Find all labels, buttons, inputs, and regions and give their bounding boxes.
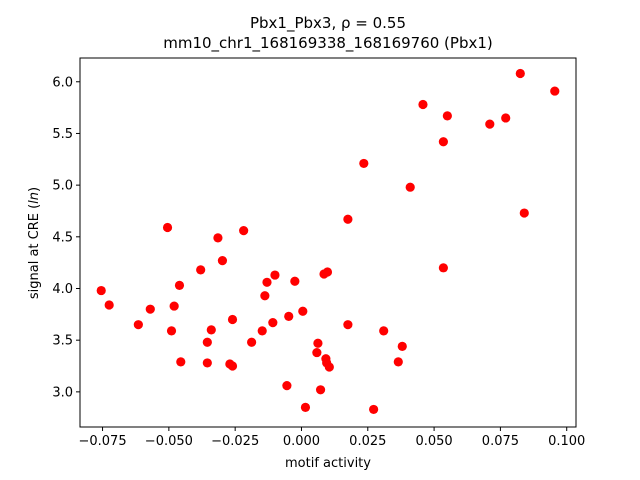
data-point xyxy=(324,362,334,372)
data-point xyxy=(145,304,155,314)
data-point xyxy=(313,338,323,348)
x-tick-label: −0.025 xyxy=(211,434,259,449)
data-points xyxy=(96,68,560,415)
data-point xyxy=(343,214,353,224)
axes: −0.075 −0.050 −0.025 0.000 0.025 0.050 0.075 0.… xyxy=(52,57,585,449)
data-point xyxy=(418,99,428,110)
data-point xyxy=(515,68,525,79)
data-point xyxy=(393,357,403,367)
x-tick-label: 0.075 xyxy=(482,434,519,449)
data-point xyxy=(202,358,212,368)
x-axis-label: motif activity xyxy=(285,456,371,471)
data-point xyxy=(260,291,270,301)
chart-title-line1: Pbx1_Pbx3, ρ = 0.55 xyxy=(250,14,406,33)
data-point xyxy=(322,267,333,277)
data-point xyxy=(268,318,278,328)
data-point xyxy=(442,111,452,121)
y-tick-label: 5.0 xyxy=(52,179,73,194)
data-point xyxy=(485,119,495,129)
data-point xyxy=(239,226,249,236)
data-point xyxy=(166,326,177,336)
data-point xyxy=(312,347,322,358)
data-point xyxy=(405,182,415,192)
data-point xyxy=(379,326,389,336)
data-point xyxy=(169,301,179,311)
data-point xyxy=(519,208,529,218)
data-point xyxy=(96,285,106,296)
data-point xyxy=(202,337,212,347)
data-point xyxy=(257,326,267,336)
data-point xyxy=(206,325,216,335)
data-point xyxy=(262,277,272,287)
data-point xyxy=(298,306,308,316)
data-point xyxy=(315,385,326,395)
data-point xyxy=(196,265,206,275)
data-point xyxy=(438,137,448,147)
y-axis-label: signal at CRE (ln) xyxy=(27,187,42,299)
data-point xyxy=(343,320,353,330)
plot-frame xyxy=(79,57,577,428)
y-tick-label: 3.0 xyxy=(52,385,73,400)
data-point xyxy=(438,263,448,273)
y-tick-label: 4.0 xyxy=(52,282,73,297)
data-point xyxy=(174,280,185,290)
x-tick-label: 0.000 xyxy=(283,434,320,449)
data-point xyxy=(162,222,173,233)
data-point xyxy=(270,270,280,280)
data-point xyxy=(227,361,238,371)
data-point xyxy=(247,337,257,347)
data-point xyxy=(282,381,292,391)
chart-title-line2: mm10_chr1_168169338_168169760 (Pbx1) xyxy=(163,34,493,53)
data-point xyxy=(284,311,294,321)
data-point xyxy=(359,158,369,169)
data-point xyxy=(290,276,300,286)
y-tick-label: 3.5 xyxy=(52,334,73,349)
x-tick-label: −0.075 xyxy=(78,434,126,449)
data-point xyxy=(213,233,223,243)
data-point xyxy=(550,86,560,96)
data-point xyxy=(501,113,511,123)
data-point xyxy=(369,404,379,415)
data-point xyxy=(104,300,114,310)
y-tick-label: 6.0 xyxy=(52,75,73,90)
x-tick-label: 0.025 xyxy=(349,434,386,449)
data-point xyxy=(300,402,311,412)
data-point xyxy=(217,255,228,266)
data-point xyxy=(176,357,186,367)
data-point xyxy=(397,341,407,351)
data-point xyxy=(133,320,143,330)
x-tick-label: 0.100 xyxy=(548,434,585,449)
x-tick-label: −0.050 xyxy=(145,434,193,449)
x-tick-label: 0.050 xyxy=(415,434,452,449)
y-tick-label: 4.5 xyxy=(52,230,73,245)
y-tick-label: 5.5 xyxy=(52,127,73,142)
data-point xyxy=(227,314,238,325)
